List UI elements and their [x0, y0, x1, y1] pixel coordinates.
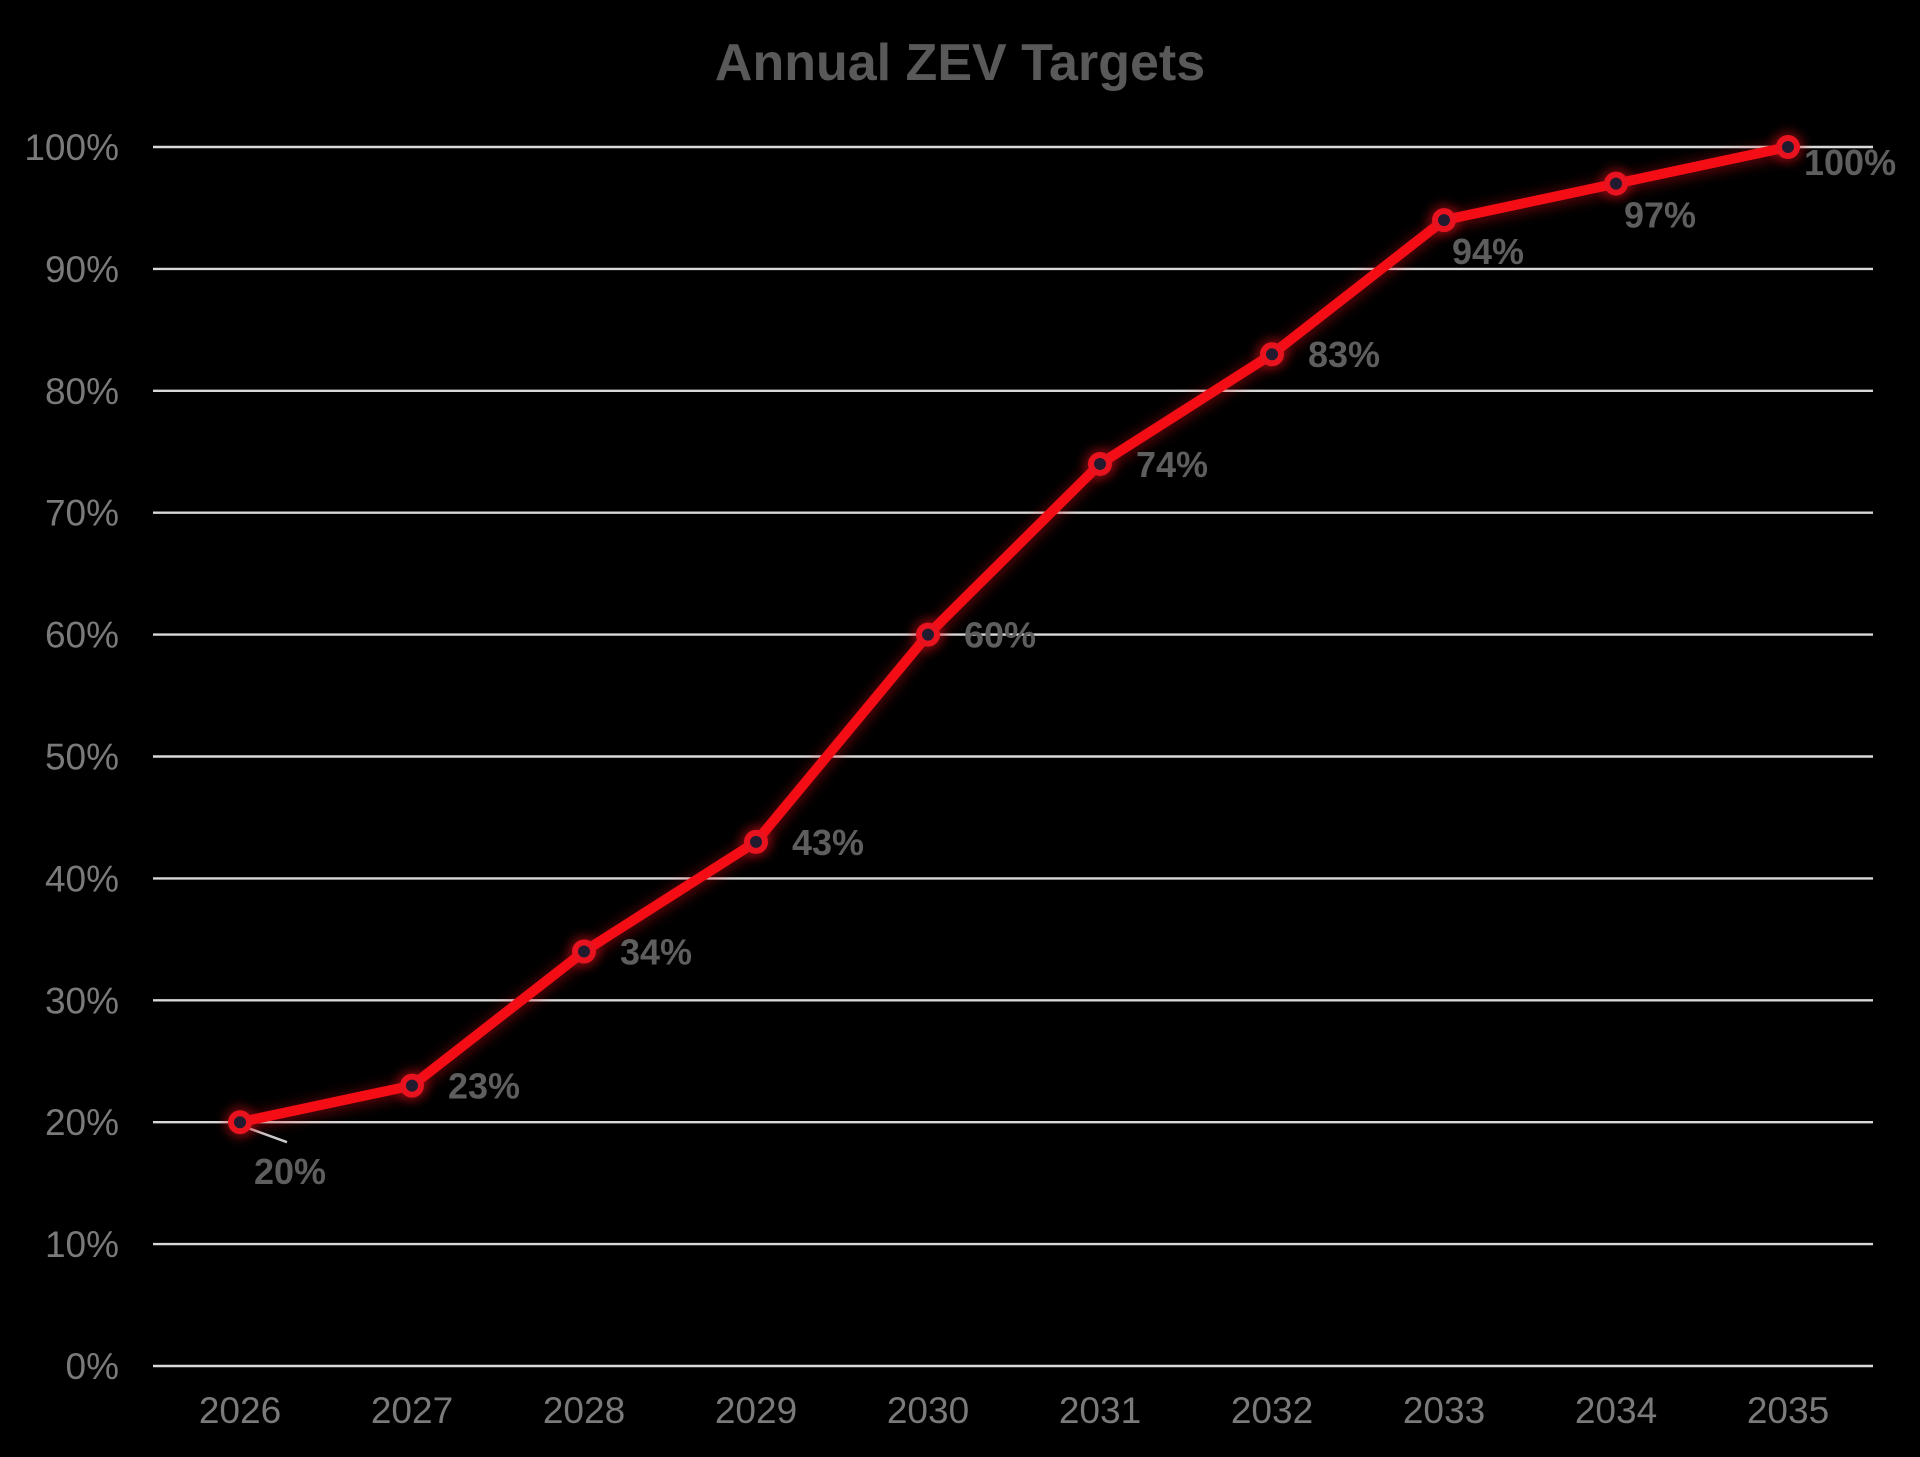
y-tick-label: 70%	[45, 493, 119, 534]
data-point-marker	[1088, 451, 1112, 476]
y-tick-label: 0%	[66, 1346, 119, 1387]
data-labels: 20% 23% 34% 43% 60% 74% 83% 94% 97% 100%	[254, 142, 1896, 1192]
data-point-marker	[1260, 342, 1284, 367]
x-axis-label: 2031	[1059, 1390, 1141, 1431]
x-axis-label: 2026	[199, 1390, 281, 1431]
data-label: 60%	[964, 615, 1036, 656]
data-label: 20%	[254, 1151, 326, 1192]
y-tick-label: 30%	[45, 980, 119, 1021]
y-tick-label: 80%	[45, 371, 119, 412]
data-point-marker	[1776, 135, 1800, 159]
series-line	[235, 142, 1793, 1128]
y-tick-label: 40%	[45, 858, 119, 899]
data-point-marker	[572, 939, 596, 964]
leader-lines	[242, 1125, 288, 1144]
y-tick-label: 20%	[45, 1102, 119, 1143]
y-tick-label: 50%	[45, 737, 119, 778]
data-point-marker	[744, 829, 768, 854]
data-point-marker	[228, 1110, 252, 1135]
data-label: 97%	[1624, 195, 1696, 236]
data-point-marker	[916, 622, 940, 647]
x-axis-label: 2030	[887, 1390, 969, 1431]
data-label: 100%	[1804, 142, 1896, 183]
x-axis-label: 2027	[371, 1390, 453, 1431]
data-label: 23%	[448, 1066, 520, 1107]
data-point-markers	[224, 131, 1804, 1139]
chart-title: Annual ZEV Targets	[715, 34, 1205, 92]
data-label: 94%	[1452, 231, 1524, 272]
series-line-group	[235, 142, 1793, 1128]
y-axis-labels: 0% 10% 20% 30% 40% 50% 60% 70% 80% 90% 100%	[24, 127, 119, 1387]
x-axis-label: 2028	[543, 1390, 625, 1431]
x-axis-label: 2029	[715, 1390, 797, 1431]
data-label: 74%	[1136, 444, 1208, 485]
y-tick-label: 100%	[24, 127, 119, 168]
gridlines	[153, 145, 1873, 1368]
x-axis-label: 2035	[1747, 1390, 1829, 1431]
data-label-leader-line	[242, 1125, 288, 1144]
data-label: 34%	[620, 932, 692, 973]
x-axis-label: 2032	[1231, 1390, 1313, 1431]
data-point-marker	[1432, 208, 1456, 233]
y-tick-label: 10%	[45, 1224, 119, 1265]
data-point-marker	[1604, 171, 1628, 196]
y-tick-label: 60%	[45, 615, 119, 656]
x-axis-labels: 2026 2027 2028 2029 2030 2031 2032 2033 2034 2035	[199, 1390, 1829, 1431]
y-tick-label: 90%	[45, 249, 119, 290]
data-point-marker	[400, 1073, 424, 1098]
data-label: 43%	[792, 822, 864, 863]
x-axis-label: 2034	[1575, 1390, 1657, 1431]
x-axis-label: 2033	[1403, 1390, 1485, 1431]
data-label: 83%	[1308, 334, 1380, 375]
